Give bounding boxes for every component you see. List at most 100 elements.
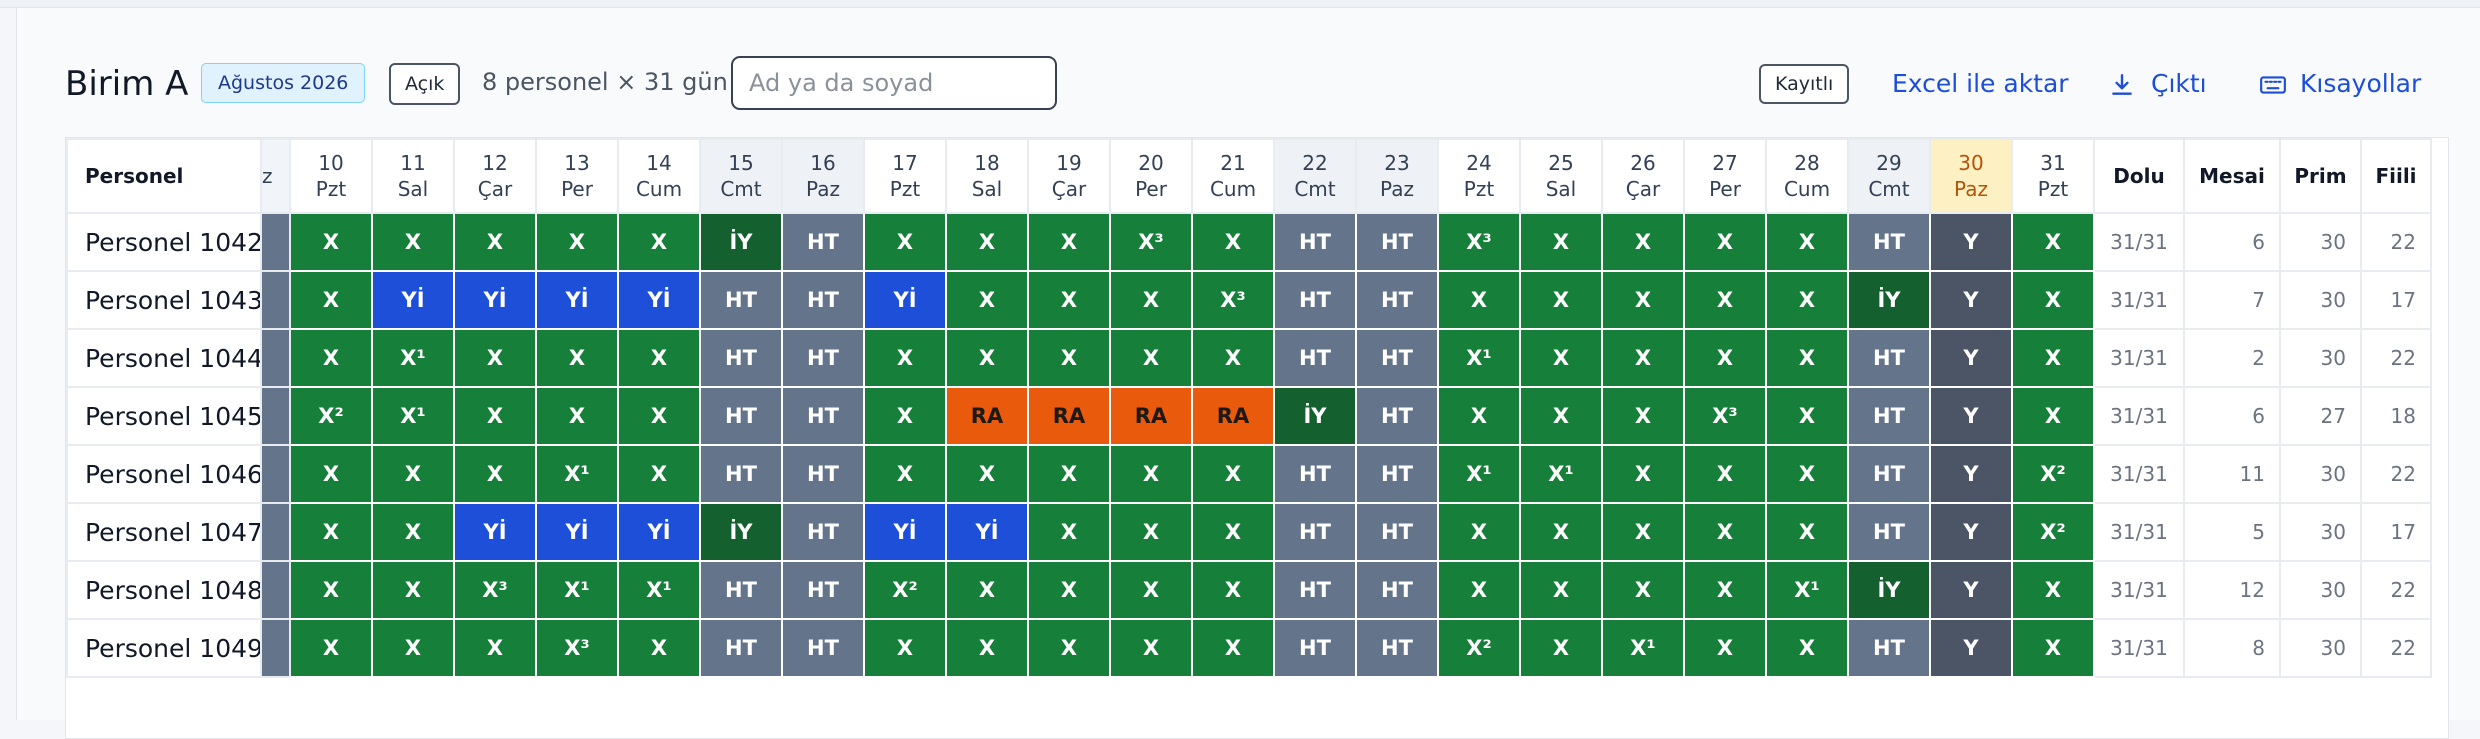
shift-cell[interactable]: X bbox=[1683, 328, 1767, 388]
shift-cell[interactable]: X¹ bbox=[617, 560, 701, 620]
shift-cell[interactable]: HT bbox=[1355, 328, 1439, 388]
shift-cell[interactable]: X¹ bbox=[1765, 560, 1849, 620]
shift-cell[interactable]: X bbox=[1191, 328, 1275, 388]
search-input[interactable] bbox=[731, 56, 1057, 110]
shift-cell[interactable]: HT bbox=[699, 328, 783, 388]
shift-cell[interactable]: HT bbox=[1355, 212, 1439, 272]
shift-cell[interactable]: X bbox=[1109, 502, 1193, 562]
shift-cell[interactable]: RA bbox=[945, 386, 1029, 446]
day-header[interactable]: 23 Paz bbox=[1355, 138, 1439, 214]
day-header[interactable]: 13 Per bbox=[535, 138, 619, 214]
shift-cell[interactable]: HT bbox=[1847, 212, 1931, 272]
shift-cell[interactable]: HT bbox=[1273, 502, 1357, 562]
shift-cell[interactable]: X¹ bbox=[535, 444, 619, 504]
shift-cell[interactable]: İY bbox=[1847, 560, 1931, 620]
shift-cell[interactable]: X bbox=[1027, 328, 1111, 388]
shift-cell[interactable]: X bbox=[1437, 560, 1521, 620]
shift-cell[interactable]: X bbox=[617, 618, 701, 678]
shift-cell[interactable]: HT bbox=[1355, 386, 1439, 446]
shift-cell[interactable]: X bbox=[863, 328, 947, 388]
shift-cell[interactable]: HT bbox=[781, 502, 865, 562]
day-header[interactable]: 15 Cmt bbox=[699, 138, 783, 214]
shift-cell[interactable]: HT bbox=[781, 328, 865, 388]
shift-cell[interactable]: X² bbox=[863, 560, 947, 620]
shift-cell[interactable]: X bbox=[863, 618, 947, 678]
day-header[interactable]: 24 Pzt bbox=[1437, 138, 1521, 214]
shift-cell[interactable]: Y bbox=[1929, 386, 2013, 446]
shift-cell[interactable]: Y bbox=[1929, 270, 2013, 330]
shift-cell[interactable]: X bbox=[2011, 386, 2095, 446]
shift-cell[interactable]: HT bbox=[1847, 502, 1931, 562]
shift-cell[interactable]: X bbox=[453, 386, 537, 446]
shift-cell[interactable]: X bbox=[1027, 502, 1111, 562]
shift-cell[interactable]: HT bbox=[699, 618, 783, 678]
shift-cell[interactable]: X bbox=[1601, 212, 1685, 272]
shift-cell[interactable]: X bbox=[1027, 560, 1111, 620]
shift-cell[interactable]: X bbox=[863, 212, 947, 272]
shift-cell[interactable]: Yİ bbox=[945, 502, 1029, 562]
shift-cell[interactable]: X bbox=[1765, 328, 1849, 388]
shift-cell[interactable]: Yİ bbox=[453, 270, 537, 330]
shift-cell[interactable]: X bbox=[1109, 560, 1193, 620]
day-header[interactable]: 20 Per bbox=[1109, 138, 1193, 214]
shift-cell[interactable]: Y bbox=[1929, 502, 2013, 562]
shift-cell[interactable]: RA bbox=[1027, 386, 1111, 446]
shift-cell[interactable]: HT bbox=[1273, 212, 1357, 272]
shift-cell[interactable]: X bbox=[371, 502, 455, 562]
shift-cell[interactable]: X² bbox=[2011, 502, 2095, 562]
shift-cell[interactable]: X bbox=[1683, 560, 1767, 620]
shift-cell[interactable]: HT bbox=[781, 444, 865, 504]
shift-cell[interactable]: X bbox=[535, 328, 619, 388]
shift-cell[interactable]: X² bbox=[1437, 618, 1521, 678]
shift-cell[interactable]: X bbox=[1683, 444, 1767, 504]
shift-cell[interactable]: X bbox=[1765, 270, 1849, 330]
shift-cell[interactable]: X bbox=[617, 212, 701, 272]
shift-cell[interactable]: İY bbox=[1273, 386, 1357, 446]
shift-cell[interactable]: HT bbox=[1273, 328, 1357, 388]
shift-cell[interactable]: HT bbox=[1273, 270, 1357, 330]
shift-cell[interactable]: X bbox=[1519, 386, 1603, 446]
shift-cell[interactable]: Y bbox=[1929, 444, 2013, 504]
shift-cell[interactable]: X bbox=[1765, 444, 1849, 504]
shift-cell[interactable]: Yİ bbox=[617, 502, 701, 562]
shift-cell[interactable]: X bbox=[1601, 560, 1685, 620]
shift-cell[interactable]: X³ bbox=[1191, 270, 1275, 330]
shift-cell[interactable]: X³ bbox=[535, 618, 619, 678]
shift-cell[interactable]: X¹ bbox=[1437, 444, 1521, 504]
shift-cell[interactable]: HT bbox=[1355, 270, 1439, 330]
shift-cell[interactable]: HT bbox=[781, 386, 865, 446]
shift-cell[interactable]: X bbox=[289, 560, 373, 620]
shift-cell[interactable]: HT bbox=[1355, 502, 1439, 562]
shift-cell[interactable]: Yİ bbox=[535, 270, 619, 330]
day-header[interactable]: 31 Pzt bbox=[2011, 138, 2095, 214]
shift-cell[interactable]: X³ bbox=[453, 560, 537, 620]
shift-cell[interactable]: X bbox=[1765, 386, 1849, 446]
shift-cell[interactable]: X bbox=[1027, 212, 1111, 272]
shift-cell[interactable]: X² bbox=[289, 386, 373, 446]
shift-cell[interactable]: HT bbox=[699, 270, 783, 330]
shift-cell[interactable]: X bbox=[453, 328, 537, 388]
print-link[interactable]: Çıktı bbox=[2151, 69, 2207, 98]
shift-cell[interactable]: X bbox=[945, 212, 1029, 272]
shift-cell[interactable]: X bbox=[289, 444, 373, 504]
shift-cell[interactable]: X bbox=[1765, 212, 1849, 272]
shift-cell[interactable]: HT bbox=[1273, 560, 1357, 620]
day-header[interactable]: 28 Cum bbox=[1765, 138, 1849, 214]
shift-cell[interactable]: X bbox=[1683, 212, 1767, 272]
shortcuts-link[interactable]: Kısayollar bbox=[2300, 69, 2422, 98]
shift-cell[interactable]: İY bbox=[1847, 270, 1931, 330]
shift-cell[interactable]: X bbox=[1601, 270, 1685, 330]
shift-cell[interactable]: X bbox=[1191, 618, 1275, 678]
excel-link[interactable]: Excel ile aktar bbox=[1892, 69, 2069, 98]
shift-cell[interactable]: X bbox=[1191, 560, 1275, 620]
shift-cell[interactable]: X bbox=[863, 386, 947, 446]
shift-cell[interactable]: X bbox=[2011, 560, 2095, 620]
shift-cell[interactable]: X bbox=[1765, 502, 1849, 562]
shift-cell[interactable]: İY bbox=[699, 212, 783, 272]
shift-cell[interactable]: X bbox=[945, 618, 1029, 678]
shift-cell[interactable]: HT bbox=[1273, 618, 1357, 678]
day-header[interactable]: 21 Cum bbox=[1191, 138, 1275, 214]
shift-cell[interactable]: X bbox=[1027, 270, 1111, 330]
shift-cell[interactable]: HT bbox=[781, 212, 865, 272]
shift-cell[interactable]: HT bbox=[1273, 444, 1357, 504]
